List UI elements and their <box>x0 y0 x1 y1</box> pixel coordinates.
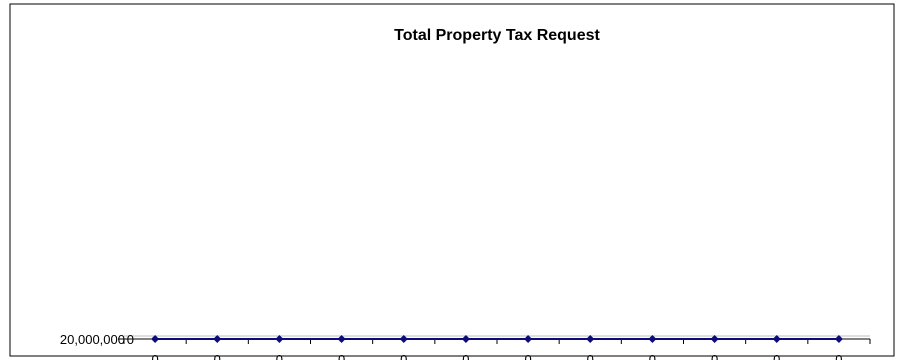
x-tick-label: 0 <box>835 352 842 360</box>
data-point <box>834 335 843 343</box>
x-tick-label: 0 <box>773 352 780 360</box>
data-point <box>275 335 284 343</box>
data-point <box>586 335 595 343</box>
data-point <box>710 335 719 343</box>
data-point <box>524 335 533 343</box>
x-tick-label: 0 <box>711 352 718 360</box>
label-layer: 20,000,000 00 0 0 0 0 0 0 0 0 0 0 0 <box>60 332 843 360</box>
data-point <box>648 335 657 343</box>
x-tick-label: 0 <box>587 352 594 360</box>
series-layer <box>151 335 843 343</box>
chart-title: Total Property Tax Request <box>394 27 600 44</box>
x-tick-label: 0 <box>151 352 158 360</box>
data-point <box>337 335 346 343</box>
y-tick-label: 20,000,000 <box>60 332 125 347</box>
x-tick-label: 0 <box>276 352 283 360</box>
data-point <box>151 335 160 343</box>
data-point <box>461 335 470 343</box>
x-tick-label: 0 <box>214 352 221 360</box>
x-tick-label: 0 <box>462 352 469 360</box>
chart-frame <box>9 3 895 357</box>
x-tick-label: 0 <box>400 352 407 360</box>
x-tick-label: 0 <box>649 352 656 360</box>
data-point <box>399 335 408 343</box>
data-point <box>772 335 781 343</box>
x-tick-label: 0 <box>338 352 345 360</box>
x-tick-label: 0 <box>524 352 531 360</box>
y-tick-label: 0 <box>127 332 134 347</box>
data-point <box>213 335 222 343</box>
